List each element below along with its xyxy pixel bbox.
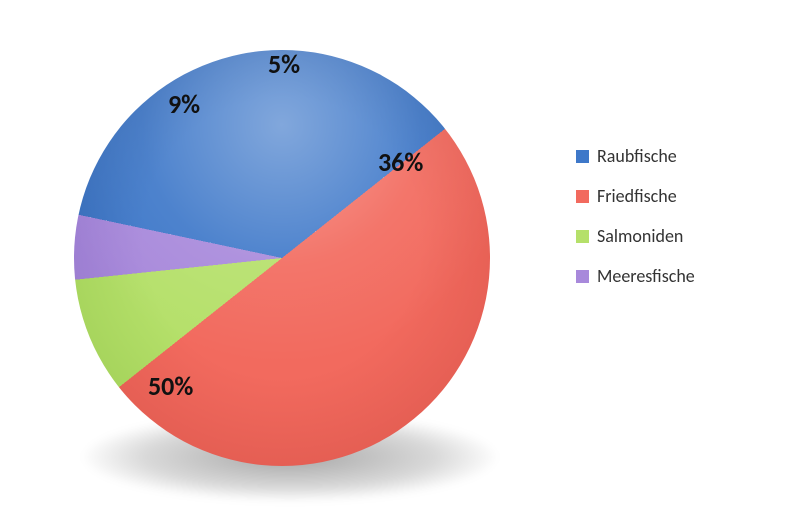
legend-item-raubfische: Raubfische: [576, 145, 695, 167]
legend-label: Raubfische: [597, 145, 677, 167]
pie-gloss-overlay: [74, 50, 490, 466]
chart-stage: 36% 50% 9% 5% Raubfische Friedfische Sal…: [0, 0, 800, 515]
slice-label-salmoniden: 9%: [168, 88, 200, 120]
legend-swatch-icon: [576, 190, 589, 203]
legend-swatch-icon: [576, 150, 589, 163]
legend-label: Meeresfische: [597, 265, 695, 287]
legend-item-friedfische: Friedfische: [576, 185, 695, 207]
legend-item-meeresfische: Meeresfische: [576, 265, 695, 287]
legend-item-salmoniden: Salmoniden: [576, 225, 695, 247]
legend-label: Salmoniden: [597, 225, 683, 247]
pie-chart: [74, 50, 490, 466]
slice-label-raubfische: 36%: [378, 146, 423, 178]
legend-swatch-icon: [576, 270, 589, 283]
slice-label-meeresfische: 5%: [268, 48, 300, 80]
legend: Raubfische Friedfische Salmoniden Meeres…: [576, 145, 695, 287]
legend-swatch-icon: [576, 230, 589, 243]
slice-label-friedfische: 50%: [148, 370, 193, 402]
legend-label: Friedfische: [597, 185, 677, 207]
